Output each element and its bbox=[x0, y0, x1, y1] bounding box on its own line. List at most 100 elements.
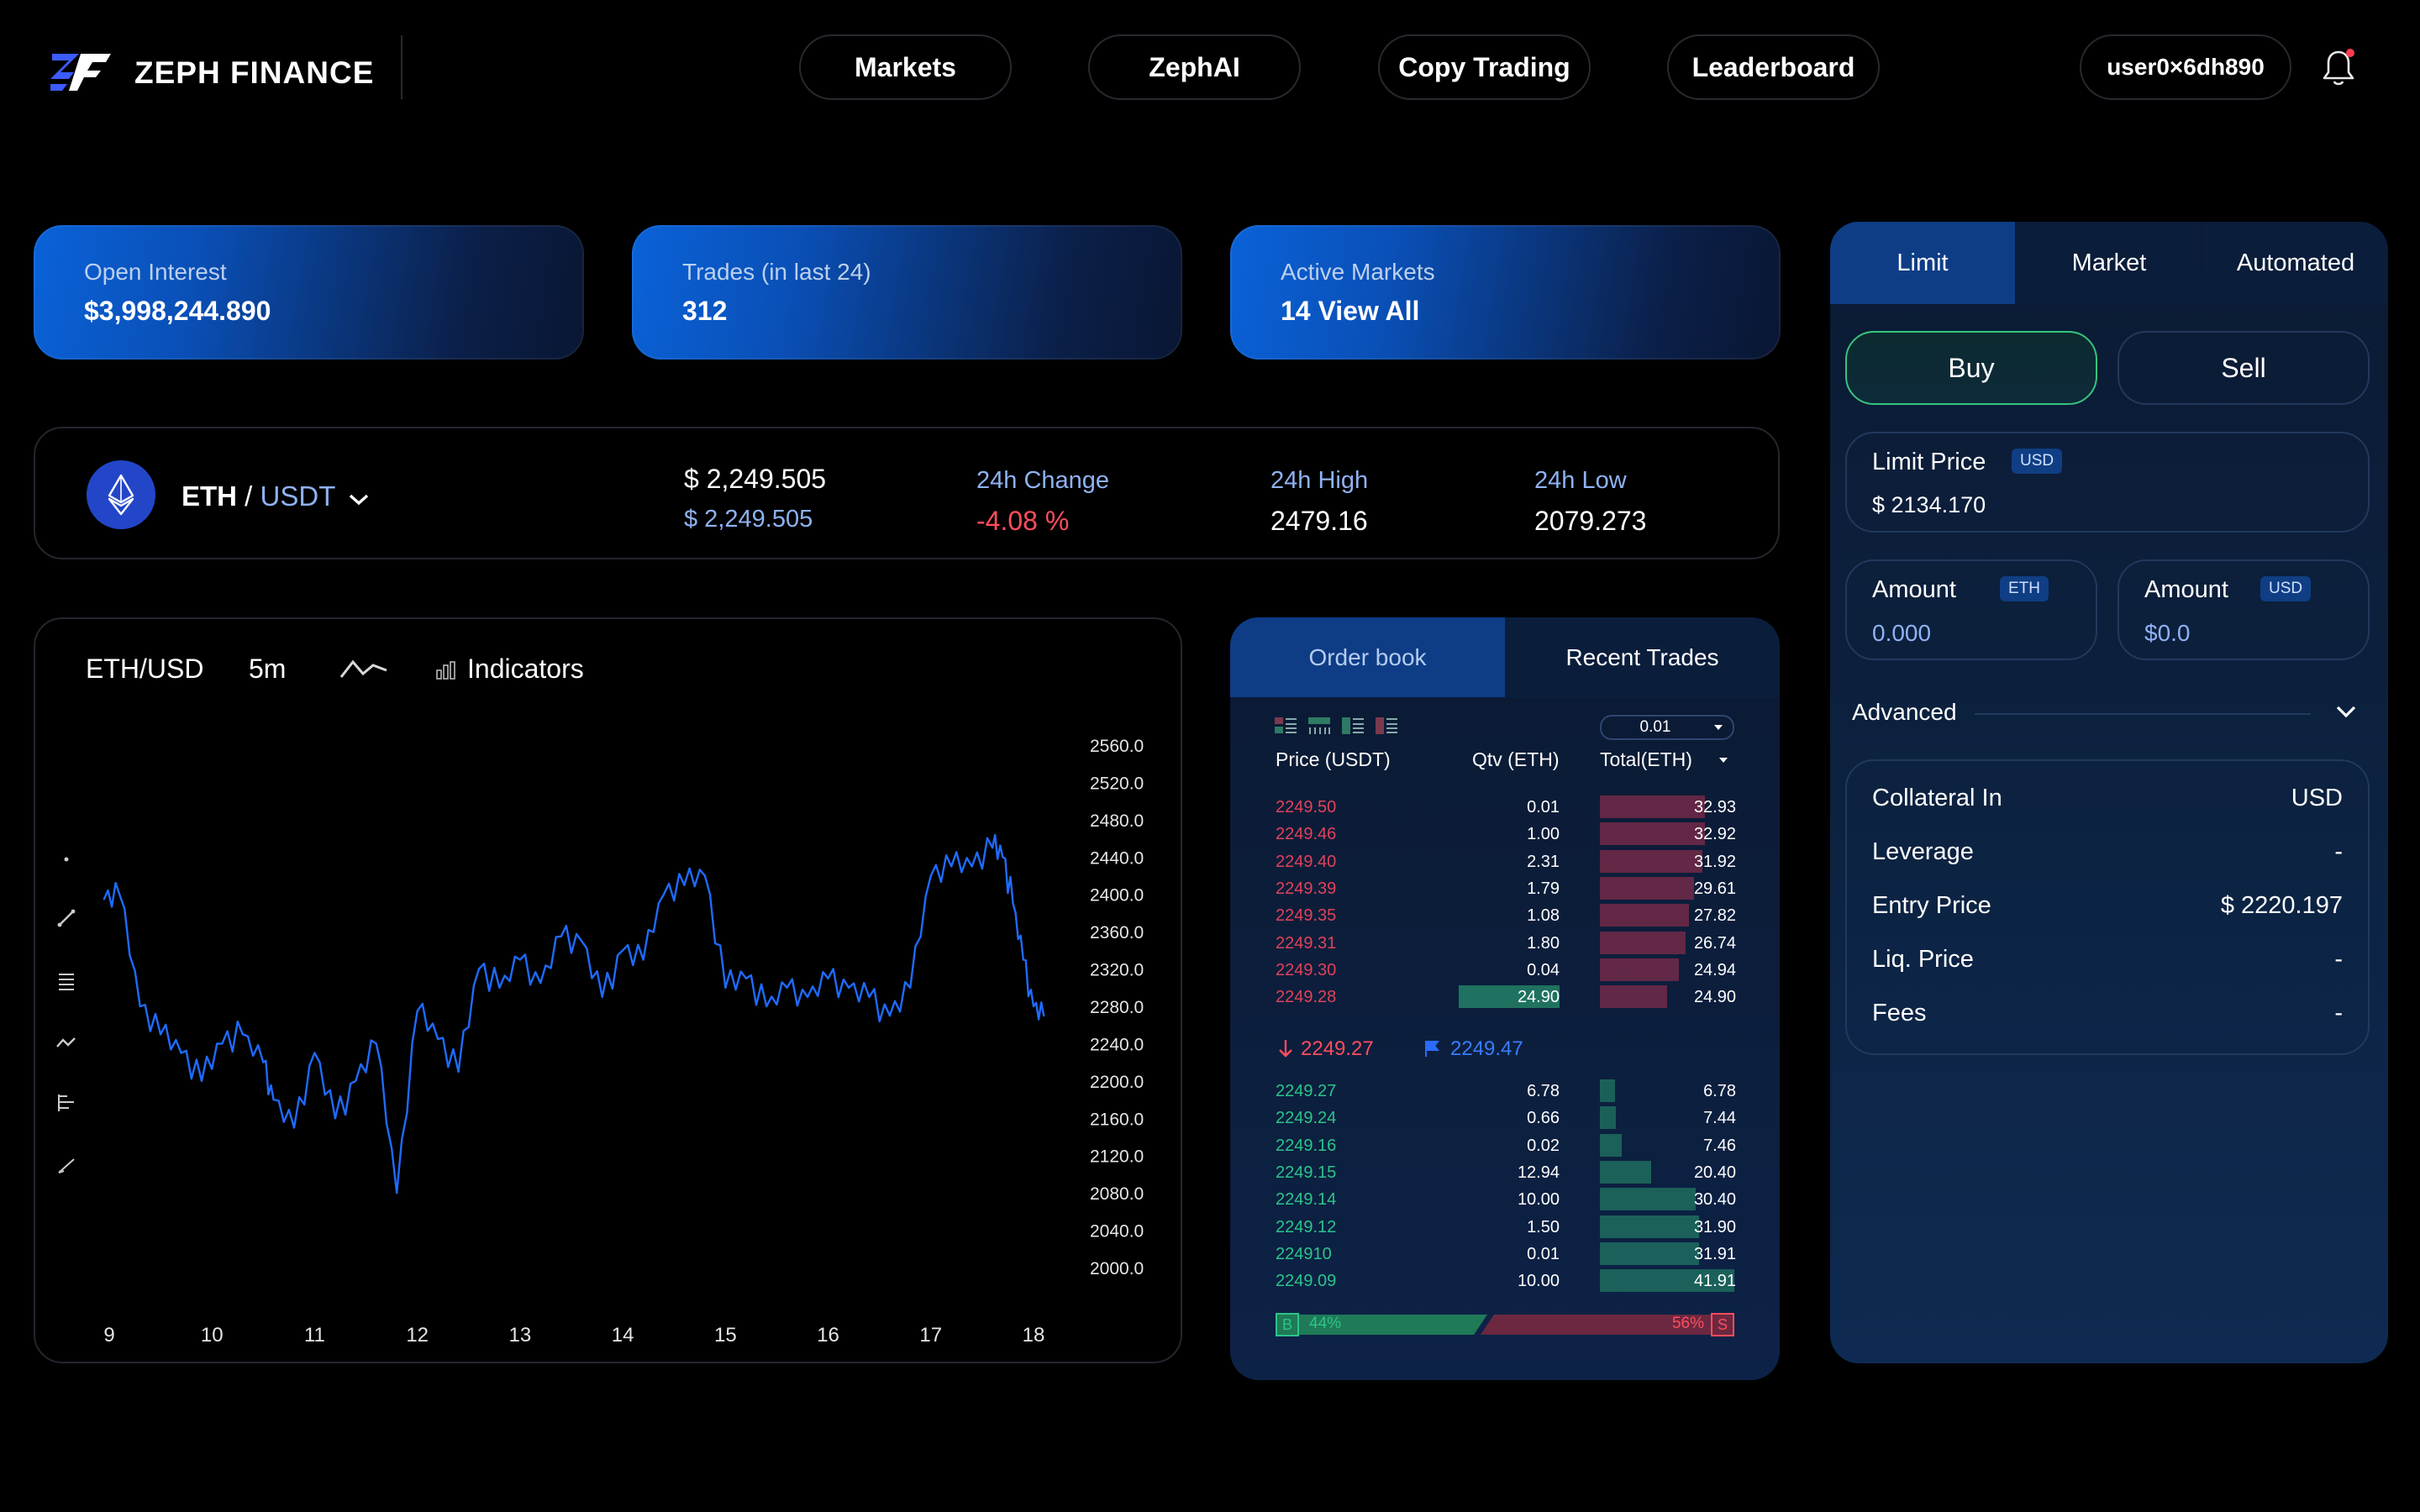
col-total[interactable]: Total(ETH) bbox=[1600, 748, 1692, 770]
bid-row[interactable]: 2249.24 0.66 7.44 bbox=[1230, 1105, 1780, 1131]
price-point bbox=[180, 1052, 182, 1054]
measure-tool-icon[interactable] bbox=[55, 1092, 77, 1114]
stat-active-markets[interactable]: Active Markets 14 View All bbox=[1230, 225, 1781, 360]
ask-row[interactable]: 2249.39 1.79 29.61 bbox=[1230, 875, 1780, 902]
sort-icon[interactable] bbox=[1718, 752, 1729, 773]
price-point bbox=[477, 968, 481, 970]
pair-selector[interactable]: ETH / USDT bbox=[182, 480, 370, 514]
chart-type-icon[interactable] bbox=[339, 655, 388, 686]
buy-ratio-bar bbox=[1276, 1315, 1487, 1335]
row-total: 27.82 bbox=[1693, 906, 1736, 926]
stat-value-view-all[interactable]: 14 View All bbox=[1281, 296, 1420, 326]
ask-row[interactable]: 2249.30 0.04 24.94 bbox=[1230, 957, 1780, 984]
x-tick-label: 13 bbox=[509, 1324, 532, 1347]
row-price: 2249.12 bbox=[1276, 1217, 1337, 1236]
nav-zephai[interactable]: ZephAI bbox=[1088, 34, 1301, 100]
ask-row[interactable]: 2249.50 0.01 32.93 bbox=[1230, 794, 1780, 821]
tab-market[interactable]: Market bbox=[2017, 222, 2202, 304]
amount-eth-field[interactable]: Amount ETH 0.000 bbox=[1845, 559, 2097, 660]
bid-row[interactable]: 224910 0.01 31.91 bbox=[1230, 1241, 1780, 1268]
nav-leaderboard[interactable]: Leaderboard bbox=[1667, 34, 1880, 100]
row-qty: 1.80 bbox=[1527, 933, 1560, 953]
ticker-price-sub: $ 2,249.505 bbox=[684, 506, 813, 533]
tab-limit[interactable]: Limit bbox=[1830, 222, 2015, 304]
advanced-toggle[interactable]: Advanced bbox=[1852, 699, 1957, 725]
pattern-tool-icon[interactable] bbox=[55, 1032, 77, 1053]
price-point bbox=[744, 977, 747, 979]
ask-row[interactable]: 2249.28 24.90 24.90 bbox=[1230, 984, 1780, 1011]
amount-usd-value[interactable]: $0.0 bbox=[2144, 620, 2191, 646]
amount-usd-field[interactable]: Amount USD $0.0 bbox=[2118, 559, 2370, 660]
price-point bbox=[786, 986, 788, 989]
precision-select[interactable]: 0.01 bbox=[1600, 715, 1734, 740]
brush-tool-icon[interactable] bbox=[55, 1154, 77, 1176]
bid-row[interactable]: 2249.16 0.02 7.46 bbox=[1230, 1132, 1780, 1159]
dot-tool-icon[interactable] bbox=[55, 848, 77, 870]
chevron-down-icon[interactable] bbox=[348, 482, 370, 514]
trendline-tool-icon[interactable] bbox=[55, 907, 77, 929]
sell-button[interactable]: Sell bbox=[2118, 331, 2370, 405]
row-price: 2249.30 bbox=[1276, 960, 1337, 979]
view-list-icon[interactable] bbox=[1375, 717, 1398, 739]
depth-bar bbox=[1600, 904, 1689, 927]
price-point bbox=[200, 1079, 203, 1083]
indicators-button[interactable]: Indicators bbox=[467, 654, 584, 684]
bid-row[interactable]: 2249.27 6.78 6.78 bbox=[1230, 1078, 1780, 1105]
sell-letter: S bbox=[1711, 1313, 1734, 1336]
depth-bar bbox=[1600, 1188, 1696, 1211]
fib-tool-icon[interactable] bbox=[55, 970, 77, 992]
x-tick-label: 17 bbox=[919, 1324, 942, 1347]
detail-key-fees: Fees bbox=[1872, 1000, 1927, 1026]
buy-button[interactable]: Buy bbox=[1845, 331, 2097, 405]
limit-price-unit: USD bbox=[2012, 449, 2063, 474]
order-details-box: Collateral In USD Leverage - Entry Price… bbox=[1845, 759, 2370, 1055]
tab-automated[interactable]: Automated bbox=[2203, 222, 2388, 304]
change-value: -4.08 % bbox=[976, 506, 1070, 536]
tab-recent-trades[interactable]: Recent Trades bbox=[1505, 617, 1780, 697]
bid-row[interactable]: 2249.14 10.00 30.40 bbox=[1230, 1186, 1780, 1213]
zeph-logo-icon[interactable] bbox=[49, 50, 113, 94]
row-total: 29.61 bbox=[1693, 879, 1736, 898]
bid-row[interactable]: 2249.09 10.00 41.91 bbox=[1230, 1268, 1780, 1294]
chevron-down-icon[interactable] bbox=[2334, 702, 2358, 725]
price-point bbox=[929, 874, 932, 877]
limit-price-field[interactable]: Limit Price USD $ 2134.170 bbox=[1845, 432, 2370, 533]
row-total: 7.44 bbox=[1703, 1109, 1736, 1128]
price-point bbox=[498, 986, 501, 989]
nav-copy-trading[interactable]: Copy Trading bbox=[1378, 34, 1591, 100]
row-price: 2249.50 bbox=[1276, 798, 1337, 816]
tab-order-book[interactable]: Order book bbox=[1230, 617, 1505, 697]
bid-row[interactable]: 2249.15 12.94 20.40 bbox=[1230, 1159, 1780, 1186]
ask-row[interactable]: 2249.35 1.08 27.82 bbox=[1230, 902, 1780, 929]
nav-markets[interactable]: Markets bbox=[799, 34, 1012, 100]
ask-row[interactable]: 2249.40 2.31 31.92 bbox=[1230, 848, 1780, 875]
detail-value-collateral[interactable]: USD bbox=[2291, 785, 2343, 811]
advanced-divider bbox=[1975, 713, 2311, 715]
price-point bbox=[950, 865, 953, 868]
view-bids-icon[interactable] bbox=[1341, 717, 1365, 739]
price-point bbox=[1002, 856, 1004, 858]
price-point bbox=[375, 1042, 377, 1045]
amount-eth-value[interactable]: 0.000 bbox=[1872, 620, 1932, 646]
chart-symbol[interactable]: ETH/USD bbox=[86, 654, 204, 684]
indicators-icon[interactable] bbox=[435, 659, 457, 685]
bell-icon[interactable] bbox=[2321, 47, 2356, 87]
price-point bbox=[1043, 1014, 1045, 1017]
limit-price-value[interactable]: $ 2134.170 bbox=[1872, 492, 1986, 517]
bid-row[interactable]: 2249.12 1.50 31.90 bbox=[1230, 1214, 1780, 1241]
price-point bbox=[806, 995, 809, 999]
price-point bbox=[847, 986, 850, 989]
user-account-button[interactable]: user0×6dh890 bbox=[2080, 34, 2291, 100]
view-asks-icon[interactable] bbox=[1307, 717, 1331, 739]
x-tick-label: 18 bbox=[1023, 1324, 1045, 1347]
ticker-price: $ 2,249.505 bbox=[684, 464, 827, 494]
chart-interval[interactable]: 5m bbox=[249, 654, 287, 684]
ask-row[interactable]: 2249.31 1.80 26.74 bbox=[1230, 930, 1780, 957]
view-both-icon[interactable] bbox=[1274, 717, 1297, 739]
row-qty: 0.01 bbox=[1527, 798, 1560, 816]
ask-row[interactable]: 2249.46 1.00 32.92 bbox=[1230, 821, 1780, 848]
row-total: 24.94 bbox=[1693, 960, 1736, 979]
depth-bar bbox=[1600, 1106, 1616, 1130]
last-price: 2249.27 bbox=[1301, 1037, 1374, 1060]
